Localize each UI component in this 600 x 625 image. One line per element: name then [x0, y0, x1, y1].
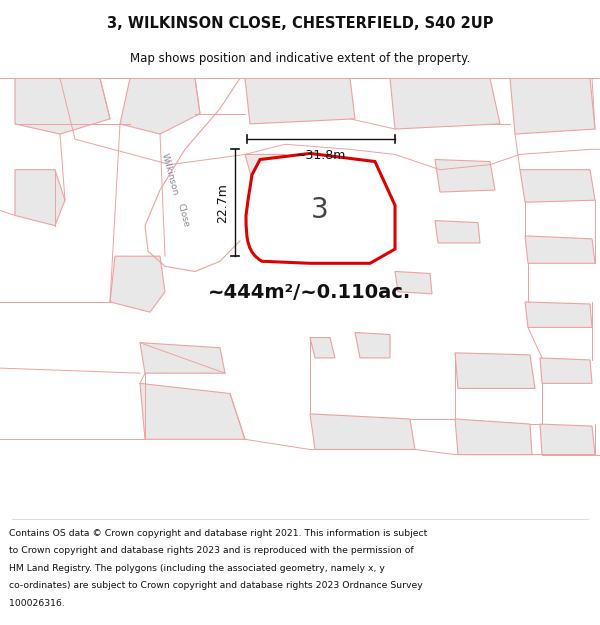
Polygon shape	[120, 78, 200, 134]
Polygon shape	[435, 159, 495, 192]
Text: Contains OS data © Crown copyright and database right 2021. This information is : Contains OS data © Crown copyright and d…	[9, 529, 427, 538]
Polygon shape	[510, 78, 595, 134]
Polygon shape	[15, 170, 65, 226]
Text: co-ordinates) are subject to Crown copyright and database rights 2023 Ordnance S: co-ordinates) are subject to Crown copyr…	[9, 581, 423, 590]
Text: ~444m²/~0.110ac.: ~444m²/~0.110ac.	[208, 283, 412, 302]
Polygon shape	[390, 78, 500, 129]
Polygon shape	[520, 170, 595, 202]
Text: to Crown copyright and database rights 2023 and is reproduced with the permissio: to Crown copyright and database rights 2…	[9, 546, 413, 555]
Text: Wilkinson: Wilkinson	[160, 152, 180, 197]
Polygon shape	[455, 353, 535, 389]
Text: 3: 3	[311, 196, 329, 224]
Polygon shape	[140, 383, 245, 439]
Text: Close: Close	[175, 202, 191, 229]
Polygon shape	[525, 302, 592, 328]
Text: Map shows position and indicative extent of the property.: Map shows position and indicative extent…	[130, 52, 470, 65]
Polygon shape	[455, 419, 532, 454]
Polygon shape	[355, 332, 390, 358]
Polygon shape	[525, 236, 595, 263]
Polygon shape	[110, 256, 165, 312]
Text: ~31.8m: ~31.8m	[296, 149, 346, 162]
PathPatch shape	[246, 153, 395, 263]
Polygon shape	[245, 154, 290, 190]
Polygon shape	[310, 338, 335, 358]
Polygon shape	[245, 78, 355, 124]
Text: 100026316.: 100026316.	[9, 599, 65, 608]
Polygon shape	[395, 271, 432, 294]
Text: 22.7m: 22.7m	[216, 183, 229, 222]
Text: HM Land Registry. The polygons (including the associated geometry, namely x, y: HM Land Registry. The polygons (includin…	[9, 564, 385, 572]
Polygon shape	[435, 221, 480, 243]
Polygon shape	[310, 414, 415, 449]
Text: 3, WILKINSON CLOSE, CHESTERFIELD, S40 2UP: 3, WILKINSON CLOSE, CHESTERFIELD, S40 2U…	[107, 16, 493, 31]
Polygon shape	[15, 78, 110, 134]
Polygon shape	[540, 358, 592, 383]
Polygon shape	[540, 424, 595, 454]
Polygon shape	[140, 342, 225, 373]
